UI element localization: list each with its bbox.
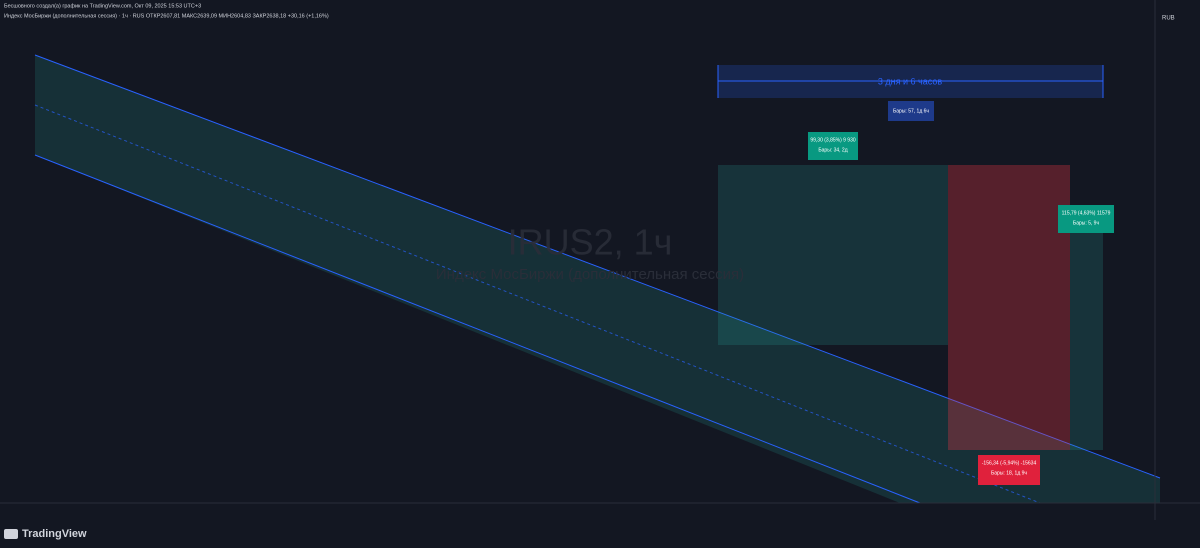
label-box	[808, 132, 858, 160]
logo-icon	[4, 529, 18, 539]
label-box	[888, 101, 934, 121]
measure-label: 99,30 (3,85%) 9 930	[810, 137, 856, 143]
range-bars: Бары: 57, 1д 6ч	[893, 108, 929, 114]
label-box	[978, 455, 1040, 485]
measure-label: Бары: 34, 2д	[818, 147, 847, 153]
brand: TradingView	[22, 528, 87, 540]
author-line: Бесшовного создал(а) график на TradingVi…	[4, 3, 201, 9]
range-title: 3 дня и 6 часов	[878, 76, 942, 86]
measure-label: Бары: 18, 1д 9ч	[991, 470, 1027, 476]
label-box	[1058, 205, 1114, 233]
channel-mid	[34, 104, 1041, 504]
measure-up	[1070, 225, 1103, 450]
currency: RUB	[1162, 16, 1175, 22]
watermark-sub: Индекс МосБиржи (дополнительная сессия)	[436, 266, 744, 283]
measure-label: Бары: 5, 9ч	[1073, 220, 1100, 226]
measure-label: 115,79 (4,63%) 11579	[1062, 210, 1111, 216]
symbol-line: Индекс МосБиржи (дополнительная сессия) …	[4, 13, 329, 19]
channel-edge	[34, 54, 1161, 479]
measure-label: -156,34 (-5,94%) -15634	[982, 460, 1037, 466]
measure-up	[718, 165, 948, 345]
watermark: IRUS2, 1ч	[508, 222, 673, 263]
measure-down	[948, 165, 1070, 450]
channel	[35, 55, 1160, 503]
footer	[0, 520, 1200, 548]
channel-edge	[34, 154, 921, 504]
